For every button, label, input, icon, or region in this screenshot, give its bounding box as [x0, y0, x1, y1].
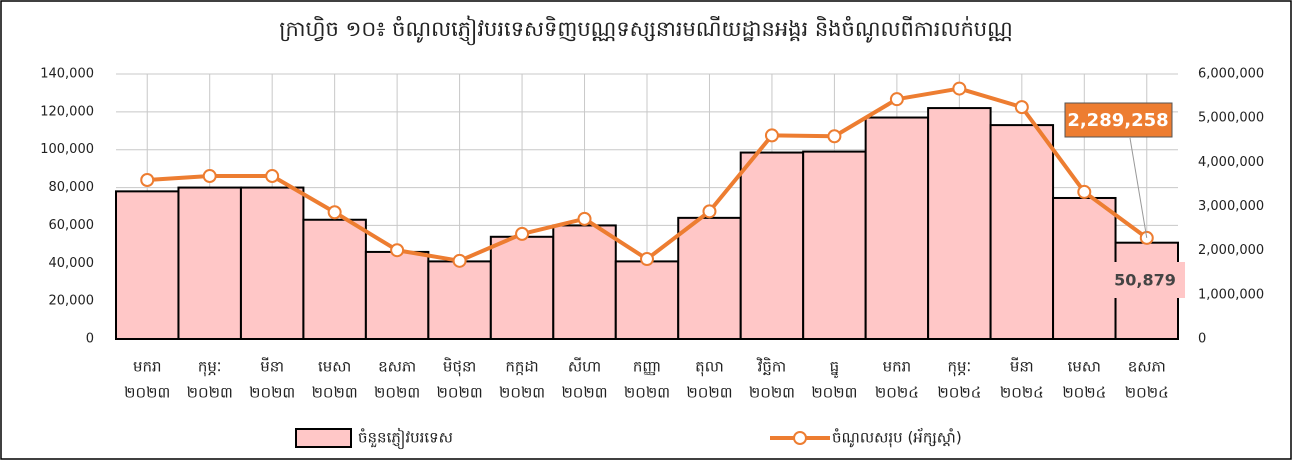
bar	[115, 190, 180, 340]
bar	[989, 124, 1055, 340]
line-marker	[390, 243, 405, 258]
x-tick-label: ២០២៤	[1000, 384, 1044, 402]
x-tick-label: មីនា	[1010, 357, 1034, 376]
x-tick-label: ២០២៣	[561, 384, 607, 402]
bar	[239, 186, 305, 340]
x-tick-label: កញ្ញា	[633, 358, 661, 376]
line-marker	[952, 81, 967, 96]
x-tick-label: ២០២៣	[499, 384, 545, 402]
y2-tick-label: 3,000,000	[1198, 199, 1264, 214]
x-tick-label: ២០២៣	[312, 384, 358, 402]
bar	[864, 116, 930, 340]
y-tick-label: 100,000	[40, 142, 94, 157]
line-marker	[140, 173, 155, 187]
x-tick-label: ២០២៣	[749, 384, 795, 402]
y2-tick-label: 5,000,000	[1198, 111, 1264, 126]
bar	[177, 186, 242, 340]
data-label: 50,879	[1114, 271, 1176, 290]
label-box	[1064, 102, 1173, 138]
x-tick-label: ២០២៣	[437, 384, 483, 402]
x-tick-label: ២០២៣	[374, 384, 420, 402]
line-marker	[1014, 100, 1029, 115]
bar	[302, 218, 367, 340]
x-tick-label: តុលា	[695, 358, 724, 377]
x-tick-label: ២០២៣	[811, 384, 857, 402]
line-marker	[889, 92, 904, 107]
line-marker	[640, 252, 654, 267]
bar	[802, 150, 867, 340]
x-tick-label: វិច្ឆិកា	[756, 357, 786, 376]
bar	[614, 260, 680, 340]
x-tick-label: មករា	[133, 358, 162, 376]
bar	[677, 216, 742, 341]
line-marker	[577, 211, 592, 226]
y2-tick-label: 2,000,000	[1198, 243, 1264, 258]
legend-swatch	[295, 428, 352, 448]
bar	[927, 107, 992, 340]
leader-line	[1129, 137, 1148, 238]
data-label: 2,289,258	[1067, 110, 1168, 131]
bar	[552, 224, 617, 340]
label-box	[1105, 262, 1185, 298]
y-tick-label: 140,000	[40, 67, 94, 82]
bar	[427, 260, 492, 340]
x-tick-label: កុម្ភៈ	[948, 358, 972, 377]
bar	[489, 235, 555, 341]
y-tick-label: 120,000	[40, 104, 94, 119]
y-tick-label: 80,000	[49, 180, 95, 195]
x-tick-label: មេសា	[1068, 358, 1101, 376]
y-tick-label: 60,000	[49, 218, 95, 233]
x-tick-label: ២០២៣	[624, 384, 670, 402]
x-tick-label: ២០២៤	[1062, 384, 1106, 402]
x-tick-label: មីនា	[260, 357, 284, 376]
x-tick-label: ២០២៣	[124, 384, 170, 402]
legend-label: ចំនួនភ្ញៀវបរទេស	[358, 428, 453, 450]
line-marker	[515, 226, 530, 241]
x-tick-label: មករា	[883, 358, 912, 376]
line-marker	[452, 253, 467, 268]
legend-marker	[793, 431, 807, 445]
x-tick-label: មេសា	[318, 358, 351, 376]
line-marker	[327, 205, 342, 220]
x-tick-label: ឧសភា	[378, 358, 416, 376]
y-tick-label: 0	[86, 332, 94, 347]
x-tick-label: ២០២៣	[249, 384, 295, 402]
line-marker	[702, 204, 717, 219]
y-tick-label: 40,000	[49, 256, 95, 271]
bar	[364, 250, 430, 340]
legend-label: ចំណូលសរុប (អ័ក្សស្តាំ)	[832, 428, 962, 448]
bar	[739, 151, 805, 340]
x-tick-label: ធ្នូ	[830, 358, 840, 379]
x-tick-label: កក្កដា	[505, 358, 538, 376]
x-tick-label: ឧសភា	[1128, 358, 1166, 376]
x-tick-label: ២០២៣	[187, 384, 233, 402]
y2-tick-label: 6,000,000	[1198, 67, 1264, 82]
x-tick-label: កុម្ភៈ	[198, 358, 222, 377]
x-tick-label: សីហា	[568, 357, 601, 376]
chart-title: ក្រាហ្វិច ១០៖ ចំណូលភ្ញៀវបរទេសទិញបណ្ណទស្ស…	[279, 15, 1013, 46]
line-marker	[1077, 184, 1092, 199]
x-tick-label: ២០២៤	[875, 384, 919, 402]
line-marker	[827, 129, 842, 144]
line-marker	[265, 169, 280, 184]
x-tick-label: ២០២៣	[686, 384, 732, 402]
y2-tick-label: 0	[1198, 332, 1206, 347]
y-tick-label: 20,000	[49, 294, 95, 309]
y2-tick-label: 1,000,000	[1198, 287, 1264, 302]
line-marker	[202, 169, 217, 184]
x-tick-label: មិថុនា	[443, 357, 476, 377]
x-tick-label: ២០២៤	[1125, 384, 1169, 402]
y2-tick-label: 4,000,000	[1198, 155, 1264, 170]
x-tick-label: ២០២៤	[937, 384, 981, 402]
line-marker	[764, 128, 779, 143]
